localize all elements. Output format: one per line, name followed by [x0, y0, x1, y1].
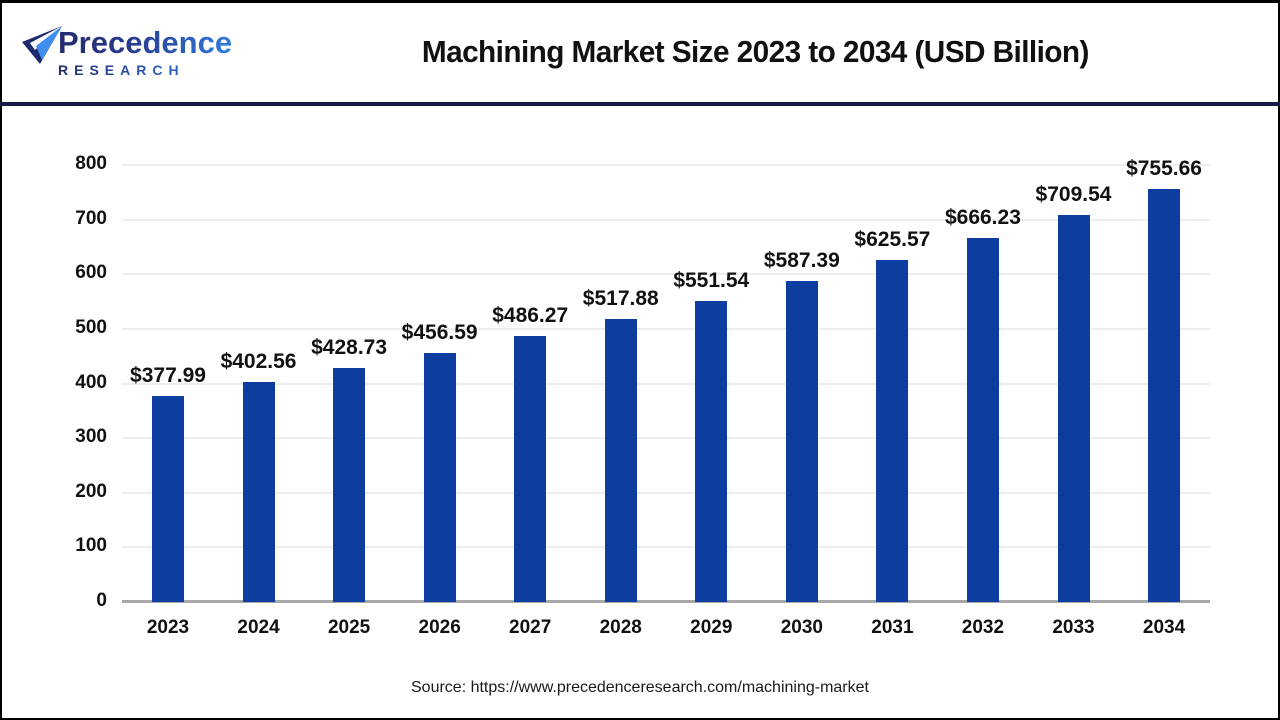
x-tick-label: 2032 — [961, 617, 1005, 638]
bar-value-label: $402.56 — [220, 350, 297, 374]
gridline — [122, 273, 1210, 276]
logo-wordmark: Precedence — [58, 25, 233, 60]
x-tick-label: 2033 — [1052, 617, 1095, 638]
bar — [423, 352, 456, 602]
bar-value-label: $456.59 — [401, 320, 478, 344]
bar — [242, 382, 275, 602]
x-tick-label: 2025 — [327, 617, 371, 638]
precedence-research-logo: Precedence RESEARCH — [2, 26, 232, 77]
x-tick-label: 2028 — [599, 617, 642, 638]
bar — [966, 238, 999, 602]
paper-plane-logo-icon — [22, 26, 62, 64]
bar-value-label: $486.27 — [492, 304, 569, 328]
bar — [785, 281, 818, 602]
y-tick-label: 200 — [75, 480, 107, 502]
header: Precedence RESEARCH Machining Market Siz… — [2, 3, 1278, 101]
gridline — [122, 491, 1210, 494]
source-text: Source: https://www.precedenceresearch.c… — [411, 679, 869, 696]
bar — [1057, 214, 1090, 602]
bar — [695, 300, 728, 602]
x-axis-line — [122, 600, 1210, 603]
y-tick-label: 400 — [75, 371, 107, 393]
bar — [1148, 189, 1181, 602]
x-tick-label: 2023 — [146, 617, 190, 638]
bar-value-label: $517.88 — [582, 287, 659, 311]
bar — [876, 260, 909, 602]
bar-value-label: $709.54 — [1035, 182, 1112, 206]
gridline — [122, 546, 1210, 549]
x-tick-label: 2031 — [871, 617, 914, 638]
y-tick-label: 700 — [75, 207, 107, 229]
page-title: Machining Market Size 2023 to 2034 (USD … — [421, 34, 1090, 69]
x-tick-label: 2026 — [418, 617, 461, 638]
bar-value-label: $625.57 — [854, 228, 931, 252]
gridline — [122, 328, 1210, 330]
x-tick-label: 2024 — [237, 617, 280, 638]
bar-value-label: $428.73 — [311, 335, 388, 359]
bar-chart: 0 100 200 300 400 500 600 700 800 $377.99 2023 $402… — [2, 3, 1278, 718]
y-tick-label: 0 — [96, 590, 107, 611]
bar-value-label: $755.66 — [1126, 157, 1202, 181]
bar-value-label: $666.23 — [944, 206, 1021, 230]
y-tick-label: 800 — [75, 153, 107, 175]
gridline — [122, 164, 1210, 167]
bar — [333, 367, 366, 602]
logo-text: Precedence RESEARCH — [58, 27, 232, 77]
y-tick-label: 300 — [75, 426, 107, 448]
gridline — [122, 382, 1210, 385]
x-tick-label: 2027 — [509, 617, 552, 638]
y-tick-label: 600 — [75, 262, 107, 284]
bar-value-label: $551.54 — [673, 268, 750, 292]
y-tick-label: 500 — [75, 317, 107, 338]
gridline — [122, 218, 1210, 221]
x-tick-label: 2029 — [690, 617, 733, 638]
logo-subtitle: RESEARCH — [58, 63, 232, 77]
x-tick-label: 2034 — [1142, 617, 1186, 638]
bar — [604, 319, 637, 602]
bar-value-label: $377.99 — [130, 363, 206, 387]
bar — [514, 336, 547, 602]
y-tick-label: 100 — [75, 535, 107, 557]
bar — [152, 395, 184, 602]
x-tick-label: 2030 — [780, 617, 823, 638]
title-container: Machining Market Size 2023 to 2034 (USD … — [232, 34, 1278, 70]
header-separator-line — [0, 102, 1280, 106]
bar-value-label: $587.39 — [763, 249, 840, 273]
gridline — [122, 437, 1210, 440]
